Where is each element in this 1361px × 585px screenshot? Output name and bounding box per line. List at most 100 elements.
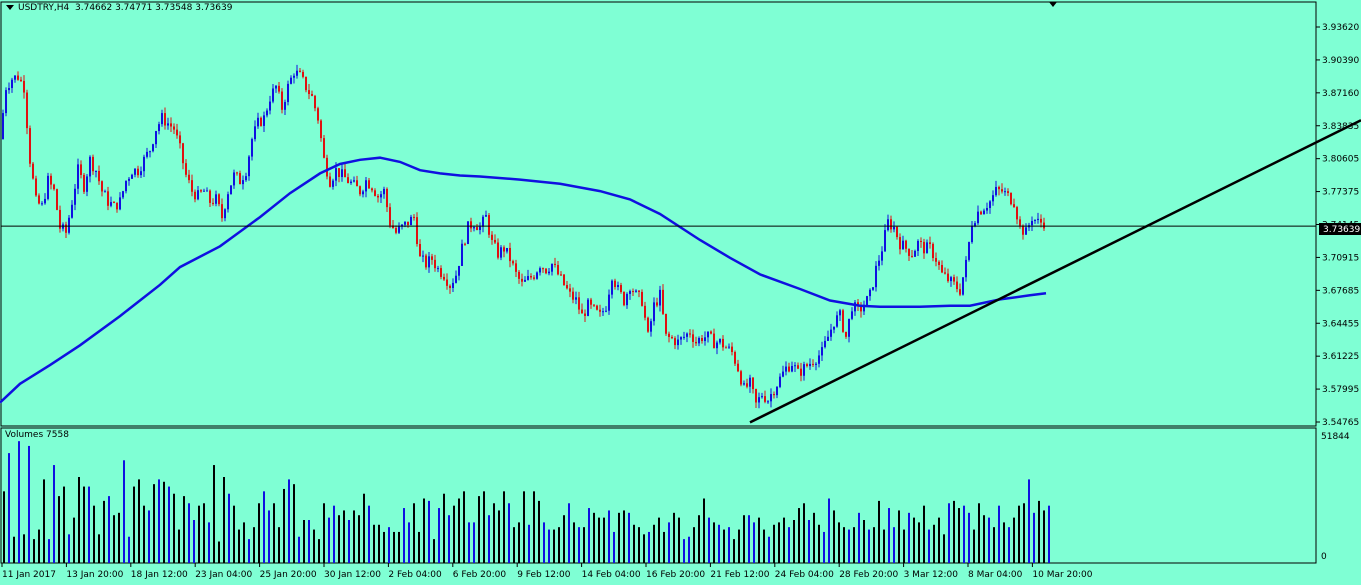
volume-bar bbox=[668, 522, 670, 563]
candle-bull bbox=[77, 164, 79, 189]
volume-bar bbox=[1033, 512, 1035, 563]
candle-bull bbox=[989, 201, 991, 209]
candle-bull bbox=[977, 211, 979, 224]
candle-bear bbox=[623, 291, 625, 306]
candle-bear bbox=[752, 377, 754, 390]
chevron-down-icon[interactable] bbox=[6, 5, 14, 10]
current-price-box bbox=[1319, 223, 1361, 235]
volume-bar bbox=[988, 517, 990, 563]
time-tick-label: 18 Jan 12:00 bbox=[131, 570, 188, 580]
candle-bull bbox=[794, 365, 796, 367]
volume-bar bbox=[928, 529, 930, 563]
candle-bull bbox=[410, 216, 412, 226]
time-tick-label: 16 Feb 20:00 bbox=[646, 570, 705, 580]
volume-bar bbox=[658, 517, 660, 563]
candle-bear bbox=[494, 239, 496, 243]
candle-bear bbox=[32, 163, 34, 179]
candle-bear bbox=[281, 91, 283, 110]
volume-bar bbox=[918, 522, 920, 563]
candle-bull bbox=[677, 339, 679, 346]
candle-bull bbox=[95, 170, 97, 172]
candle-bear bbox=[860, 305, 862, 312]
volume-bar bbox=[743, 515, 745, 563]
volume-bar bbox=[48, 539, 50, 563]
candle-bull bbox=[962, 277, 964, 295]
volume-bar bbox=[328, 517, 330, 563]
candle-bull bbox=[230, 185, 232, 195]
chart-shift-marker[interactable] bbox=[1049, 2, 1057, 7]
candle-bull bbox=[140, 171, 142, 176]
candle-bear bbox=[323, 138, 325, 158]
volume-bar bbox=[228, 493, 230, 563]
volume-bar bbox=[933, 524, 935, 563]
volume-bar bbox=[963, 505, 965, 563]
candle-bear bbox=[734, 352, 736, 364]
price-tick-label: 3.80605 bbox=[1322, 155, 1359, 165]
volume-bar bbox=[358, 515, 360, 563]
candle-bear bbox=[737, 363, 739, 372]
candle-bear bbox=[701, 338, 703, 342]
candle-bull bbox=[296, 70, 298, 76]
candle-bull bbox=[749, 377, 751, 387]
candle-bear bbox=[299, 70, 301, 72]
volume-bar bbox=[23, 534, 25, 563]
volume-bar bbox=[413, 503, 415, 563]
candle-bull bbox=[275, 85, 277, 89]
candle-bear bbox=[80, 164, 82, 175]
volume-bar bbox=[273, 503, 275, 563]
candle-bear bbox=[671, 336, 673, 339]
volume-bar bbox=[1038, 500, 1040, 563]
trendline[interactable] bbox=[749, 119, 1361, 424]
volume-bar bbox=[448, 515, 450, 563]
volume-bar bbox=[1023, 503, 1025, 563]
candle-bear bbox=[278, 85, 280, 92]
candle-bear bbox=[797, 365, 799, 369]
candle-bear bbox=[425, 255, 427, 268]
candle-bull bbox=[761, 396, 763, 398]
candle-bear bbox=[392, 225, 394, 229]
candle-bull bbox=[134, 168, 136, 175]
volume-bar bbox=[873, 527, 875, 563]
candle-bear bbox=[53, 184, 55, 190]
candle-bull bbox=[149, 151, 151, 153]
candle-bull bbox=[815, 363, 817, 365]
volume-bar bbox=[1013, 517, 1015, 563]
candle-bear bbox=[212, 202, 214, 204]
candle-bull bbox=[128, 178, 130, 181]
volume-bar bbox=[728, 527, 730, 563]
volume-bar bbox=[368, 505, 370, 563]
time-tick-label: 8 Mar 04:00 bbox=[968, 570, 1023, 580]
volume-bar bbox=[143, 505, 145, 563]
candle-bull bbox=[605, 310, 607, 312]
candle-bull bbox=[608, 294, 610, 311]
candle-bull bbox=[161, 113, 163, 125]
candle-bull bbox=[743, 383, 745, 385]
candle-bull bbox=[872, 287, 874, 290]
candle-bear bbox=[773, 394, 775, 396]
candle-bear bbox=[92, 156, 94, 172]
candle-bear bbox=[26, 92, 28, 129]
candle-bear bbox=[371, 188, 373, 191]
candle-bear bbox=[857, 302, 859, 306]
candle-bull bbox=[791, 365, 793, 372]
volume-bar bbox=[68, 534, 70, 563]
candles bbox=[2, 64, 1045, 409]
candle-bull bbox=[11, 79, 13, 89]
candle-bull bbox=[284, 102, 286, 110]
time-tick-label: 24 Feb 04:00 bbox=[775, 570, 834, 580]
volume-bar bbox=[338, 515, 340, 563]
volume-bar bbox=[913, 517, 915, 563]
time-tick-label: 13 Jan 20:00 bbox=[66, 570, 123, 580]
candle-bear bbox=[377, 195, 379, 198]
volume-bar bbox=[548, 529, 550, 563]
volume-bar bbox=[503, 491, 505, 563]
volume-bar bbox=[58, 496, 60, 563]
price-tick-label: 3.54765 bbox=[1322, 418, 1359, 428]
volume-bar bbox=[563, 515, 565, 563]
candle-bear bbox=[665, 313, 667, 334]
candle-bear bbox=[590, 299, 592, 305]
volume-bar bbox=[43, 479, 45, 563]
volume-bar bbox=[693, 527, 695, 563]
